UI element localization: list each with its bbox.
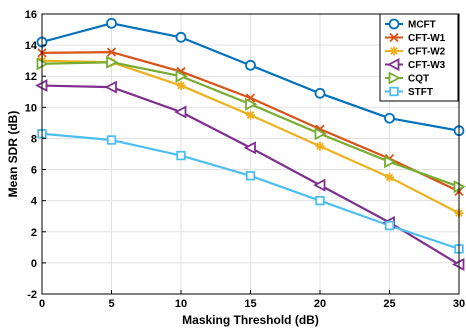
y-tick-label: 16: [25, 9, 37, 21]
x-tick-label: 5: [108, 298, 114, 310]
data-point-cft-w2: [385, 172, 394, 182]
data-point-cqt: [245, 97, 258, 111]
data-point-cqt: [175, 69, 188, 83]
x-axis-label: Masking Threshold (dB): [182, 313, 319, 327]
legend-marker: [389, 86, 399, 97]
data-point-cqt: [384, 155, 397, 169]
y-tick-label: 12: [25, 71, 37, 83]
y-tick-label: 4: [31, 196, 38, 208]
legend-label: MCFT: [408, 20, 436, 31]
x-tick-label: 15: [244, 298, 256, 310]
y-tick-label: 8: [31, 133, 37, 145]
data-point-stft: [245, 171, 256, 181]
data-point-stft: [315, 195, 325, 206]
y-axis-label: Mean SDR (dB): [6, 111, 20, 198]
x-tick-label: 0: [39, 298, 45, 310]
x-tick-label: 20: [314, 298, 326, 310]
data-point-cft-w3: [174, 105, 187, 119]
legend-label: CFT-W1: [408, 33, 446, 44]
x-tick-label: 25: [383, 298, 395, 310]
legend-item-cqt: CQT: [385, 71, 429, 85]
legend-item-cft-w1: CFT-W1: [385, 32, 446, 44]
data-point-stft: [384, 220, 395, 231]
x-tick-label: 10: [175, 298, 187, 310]
legend-item-stft: STFT: [385, 86, 433, 98]
data-point-stft: [106, 135, 117, 145]
x-tick-label: 30: [453, 298, 465, 310]
y-tick-label: 10: [25, 102, 37, 114]
legend-marker: [388, 18, 400, 30]
data-point-mcft: [106, 17, 117, 29]
series-markers: [35, 17, 466, 271]
y-axis-ticks: -2 0 2 4 6 8 10 12 14 16: [25, 9, 46, 301]
data-point-cqt: [106, 55, 119, 69]
data-point-mcft: [175, 31, 187, 43]
y-tick-label: 2: [31, 227, 37, 239]
data-point-cft-w3: [313, 178, 326, 192]
data-point-cft-w2: [315, 141, 325, 151]
x-axis-ticks: 0 5 10 15 20 25 30: [39, 290, 465, 310]
data-point-cft-w3: [243, 141, 256, 155]
legend-label: CQT: [408, 74, 429, 85]
legend: MCFT CFT-W1 CFT-W2 CFT-W3 CQT STFT: [379, 13, 459, 102]
y-tick-label: -2: [27, 289, 37, 301]
legend-label: STFT: [408, 87, 433, 98]
data-point-cqt: [314, 127, 327, 141]
data-point-cft-w1: [106, 47, 117, 57]
data-point-stft: [176, 150, 186, 161]
y-tick-label: 14: [25, 40, 38, 52]
legend-label: CFT-W3: [408, 60, 446, 71]
y-tick-label: 6: [31, 165, 37, 177]
legend-item-mcft: MCFT: [385, 18, 436, 31]
legend-marker: [388, 71, 401, 85]
legend-label: CFT-W2: [408, 47, 446, 58]
data-point-cft-w3: [104, 80, 117, 94]
y-tick-label: 0: [31, 258, 37, 270]
legend-marker: [389, 32, 399, 43]
legend-marker: [389, 46, 399, 56]
data-point-cft-w2: [246, 110, 255, 120]
legend-item-cft-w2: CFT-W2: [385, 46, 446, 58]
data-point-mcft: [245, 59, 256, 71]
data-point-mcft: [384, 112, 395, 124]
data-point-mcft: [314, 87, 326, 99]
legend-item-cft-w3: CFT-W3: [385, 58, 446, 71]
data-point-cft-w2: [176, 81, 186, 91]
legend-marker: [387, 58, 400, 71]
